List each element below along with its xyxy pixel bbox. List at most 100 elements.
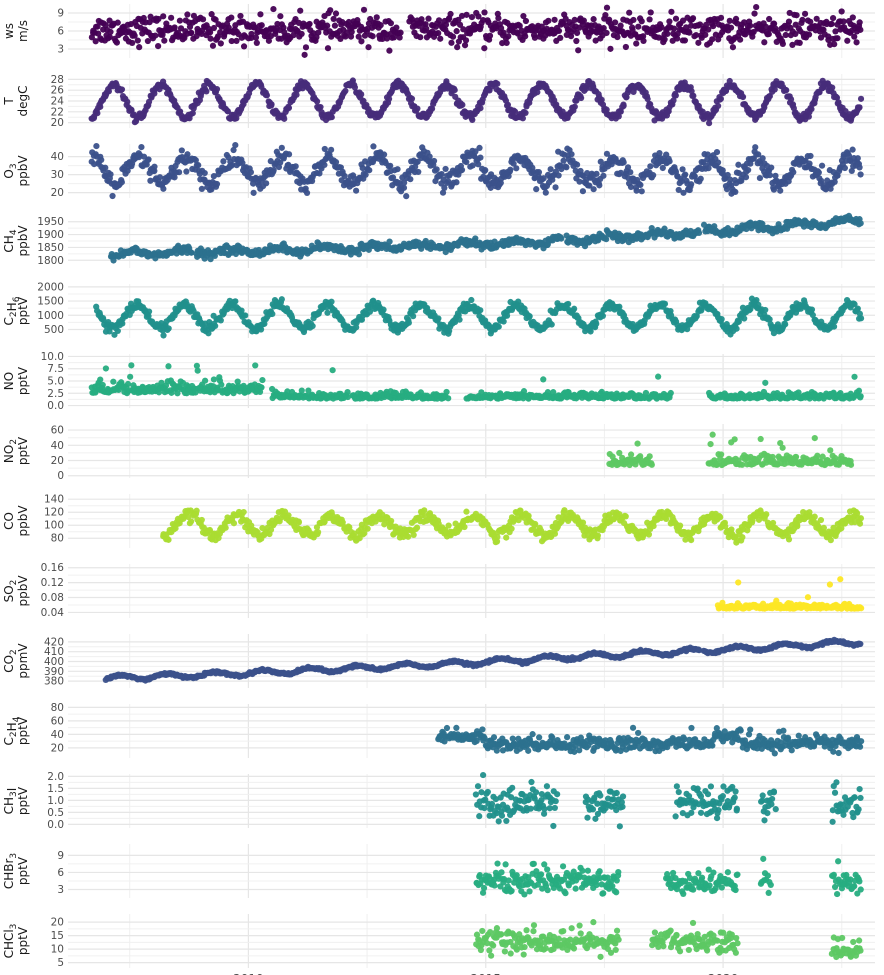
data-point <box>220 158 227 165</box>
data-point <box>522 17 530 25</box>
data-point <box>578 94 585 102</box>
data-point <box>365 44 372 51</box>
data-point <box>422 237 429 245</box>
data-point <box>696 21 704 28</box>
data-point <box>607 45 614 52</box>
data-point <box>448 39 455 46</box>
data-point <box>851 33 858 40</box>
data-point <box>435 30 442 37</box>
data-point <box>666 158 673 165</box>
y-tick-label: 28 <box>51 74 64 86</box>
data-point <box>461 42 469 49</box>
data-point <box>672 15 680 22</box>
data-point <box>218 381 225 388</box>
data-point <box>841 164 848 172</box>
data-point <box>603 4 611 11</box>
data-point <box>782 321 789 328</box>
data-point <box>114 327 121 335</box>
data-point <box>102 365 110 372</box>
data-point <box>779 40 786 48</box>
data-point <box>343 29 350 36</box>
data-point <box>176 17 183 24</box>
data-point <box>793 12 800 19</box>
data-point <box>475 13 482 20</box>
data-point <box>751 10 758 17</box>
data-point <box>160 332 167 339</box>
data-point <box>808 306 816 313</box>
data-point <box>633 40 640 47</box>
data-point <box>199 16 207 23</box>
data-point <box>806 160 813 167</box>
data-point <box>297 7 304 14</box>
data-point <box>95 30 102 37</box>
data-point <box>672 92 679 99</box>
data-point <box>160 13 167 20</box>
data-point <box>94 23 101 30</box>
data-point <box>481 45 488 52</box>
data-point <box>807 152 814 160</box>
data-point <box>714 159 722 166</box>
data-point <box>600 25 607 32</box>
data-point <box>277 13 284 20</box>
data-point <box>110 378 117 385</box>
data-point <box>102 164 109 171</box>
data-point <box>737 36 744 43</box>
data-point <box>658 24 665 31</box>
data-point <box>455 16 462 23</box>
data-point <box>790 169 797 176</box>
data-point <box>573 161 581 168</box>
data-point <box>856 164 863 171</box>
data-point <box>295 19 302 26</box>
data-point <box>201 169 208 177</box>
data-point <box>281 115 288 122</box>
y-axis-name-label: T <box>2 97 16 106</box>
data-point <box>547 166 554 173</box>
data-point <box>695 39 702 46</box>
data-point <box>129 39 136 47</box>
y-tick-label: 40 <box>51 151 64 163</box>
data-point <box>134 37 141 44</box>
data-point <box>664 30 671 38</box>
y-axis-units-label: ppbV <box>16 155 30 187</box>
data-point <box>99 381 106 389</box>
data-point <box>250 189 257 196</box>
data-point <box>468 14 476 21</box>
data-point <box>248 30 255 38</box>
data-point <box>476 144 483 152</box>
data-point <box>614 33 621 41</box>
data-point <box>253 39 260 47</box>
data-point <box>366 167 373 174</box>
y-tick-label: 9 <box>57 8 64 20</box>
data-point <box>454 44 461 51</box>
data-point <box>535 169 543 176</box>
data-point <box>324 45 332 52</box>
data-point <box>301 51 308 58</box>
data-point <box>394 166 401 173</box>
data-point <box>571 16 578 23</box>
data-point <box>558 235 565 242</box>
y-tick-label: 20 <box>51 117 64 129</box>
panel-no: 0.02.55.07.510.0NO pptV <box>2 351 875 412</box>
y-tick-label: 1900 <box>37 229 64 241</box>
data-point <box>575 47 582 54</box>
data-point <box>107 171 114 178</box>
data-point <box>627 169 634 176</box>
data-point <box>327 7 334 14</box>
data-point <box>495 323 502 330</box>
data-point <box>753 3 760 11</box>
data-point <box>766 172 774 179</box>
data-point <box>210 24 218 32</box>
data-point <box>829 15 837 22</box>
data-point <box>437 35 444 42</box>
data-point <box>612 19 619 26</box>
data-point <box>405 319 412 326</box>
data-point <box>477 307 484 314</box>
data-point <box>309 322 316 330</box>
data-point <box>497 24 505 32</box>
data-point <box>360 6 368 13</box>
data-point <box>522 33 529 40</box>
data-point <box>815 169 822 176</box>
data-point <box>600 172 607 179</box>
data-point <box>430 157 438 165</box>
data-point <box>165 325 172 332</box>
